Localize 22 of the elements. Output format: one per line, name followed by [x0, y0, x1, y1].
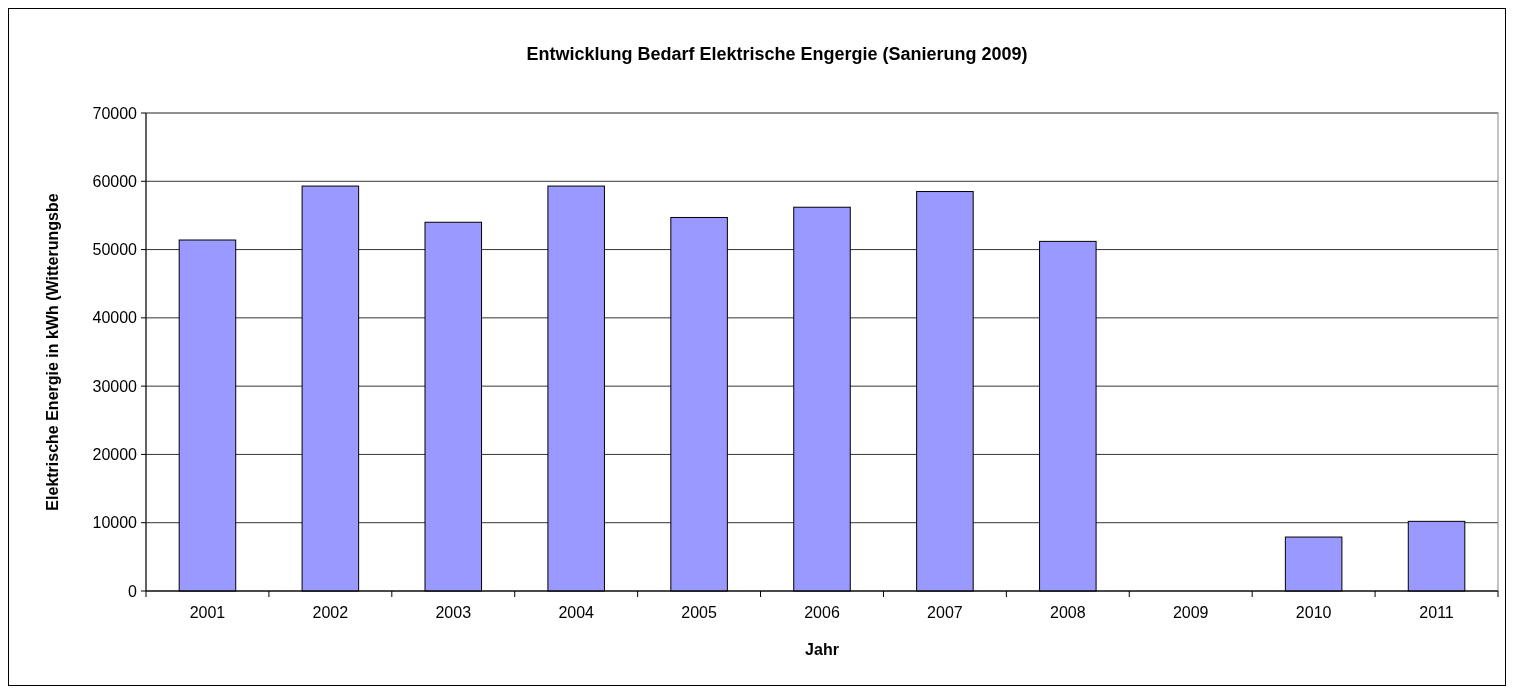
- y-tick-label: 70000: [92, 104, 138, 122]
- x-tick-label: 2006: [804, 604, 840, 621]
- y-tick-label: 50000: [92, 241, 138, 259]
- x-axis-title: Jahr: [805, 641, 839, 658]
- x-tick-label: 2001: [189, 604, 226, 621]
- y-axis-title: Elektrische Energie in kWh (Witterungsbe: [44, 193, 61, 511]
- x-tick-label: 2004: [558, 604, 595, 621]
- y-tick-label: 40000: [92, 309, 138, 327]
- chart-title: Entwicklung Bedarf Elektrische Engergie (Sanierung 2009): [526, 44, 1028, 64]
- x-tick-label: 2009: [1172, 604, 1209, 621]
- y-tick-label: 10000: [92, 514, 138, 532]
- x-tick-label: 2002: [312, 604, 349, 621]
- x-tick-label: 2003: [435, 604, 472, 621]
- x-tick-label: 2007: [927, 604, 963, 621]
- y-tick-label: 0: [128, 582, 138, 600]
- y-tick-label: 30000: [92, 377, 138, 395]
- x-tick-label: 2008: [1050, 604, 1086, 621]
- x-tick-label: 2011: [1419, 604, 1454, 621]
- x-tick-label: 2005: [681, 604, 717, 621]
- x-tick-label: 2010: [1295, 604, 1332, 621]
- y-tick-label: 60000: [92, 172, 138, 190]
- y-tick-label: 20000: [92, 446, 138, 464]
